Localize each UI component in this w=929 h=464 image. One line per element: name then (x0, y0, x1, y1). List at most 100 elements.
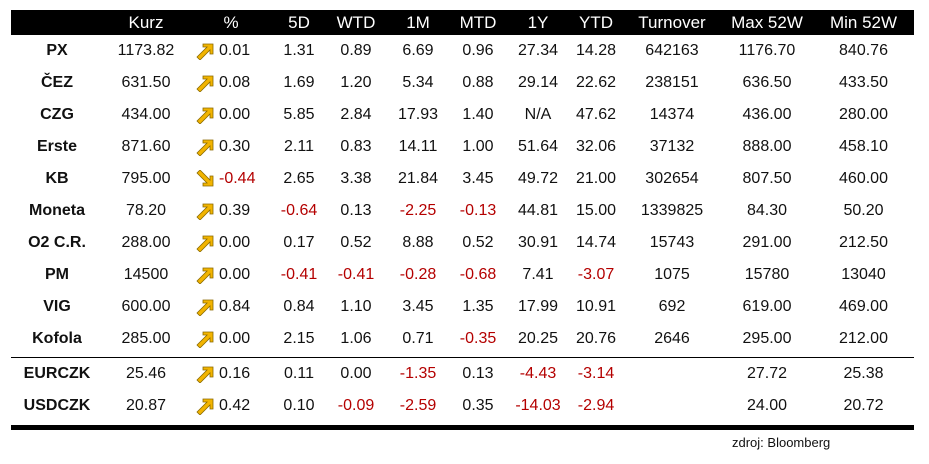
cell-y1: 44.81 (517, 202, 559, 219)
cell-pct: 0.00 (189, 330, 273, 348)
cell-y1: 17.99 (517, 298, 559, 315)
cell-d5: 1.31 (283, 42, 315, 59)
cell-pct: -0.44 (189, 170, 273, 188)
cell-wtd: 3.38 (340, 170, 372, 187)
cell-kurz: 1173.82 (117, 42, 175, 59)
stock-rows: PX 1173.82 0.01 1.31 0.89 6.69 0.96 27.34 14.28 6… (11, 35, 914, 355)
cell-turnover: 1075 (654, 266, 690, 283)
row-name: VIG (43, 298, 71, 315)
source-note: zdroj: Bloomberg (732, 435, 831, 450)
cell-d5: 0.84 (283, 298, 315, 315)
cell-max: 1176.70 (738, 42, 796, 59)
cell-m1: 17.93 (397, 106, 439, 123)
cell-mtd: 0.13 (462, 365, 494, 382)
pct-value: 0.00 (219, 234, 251, 251)
cell-d5: 1.69 (283, 74, 315, 91)
cell-m1: 8.88 (402, 234, 434, 251)
arrow-up-right-icon (195, 138, 215, 156)
row-name: PX (46, 42, 68, 59)
cell-min: 13040 (841, 266, 886, 283)
arrow-down-right-icon (195, 170, 215, 188)
cell-ytd: -2.94 (577, 397, 615, 414)
cell-wtd: -0.09 (337, 397, 375, 414)
arrow-up-right-icon (195, 74, 215, 92)
cell-max: 24.00 (746, 397, 788, 414)
cell-m1: -2.25 (399, 202, 437, 219)
cell-mtd: 0.35 (462, 397, 494, 414)
cell-kurz: 14500 (123, 266, 169, 283)
cell-pct: 0.08 (189, 74, 273, 92)
table-row: KB 795.00 -0.44 2.65 3.38 21.84 3.45 49.72 21.00… (11, 163, 914, 195)
header-kurz: Kurz (128, 12, 164, 32)
cell-kurz: 795.00 (121, 170, 171, 187)
row-name: CZG (40, 106, 74, 123)
header-ytd: YTD (579, 12, 613, 32)
fx-rows: EURCZK 25.46 0.16 0.11 0.00 -1.35 0.13 -4.43 -3.… (11, 358, 914, 422)
header-min-52w: Min 52W (829, 12, 898, 32)
cell-ytd: -3.07 (577, 266, 615, 283)
pct-value: 0.84 (219, 298, 251, 315)
cell-ytd: 22.62 (575, 74, 617, 91)
cell-wtd: 0.00 (340, 365, 372, 382)
cell-d5: 5.85 (283, 106, 315, 123)
cell-d5: 2.65 (283, 170, 315, 187)
table-header: Kurz % 5D WTD 1M MTD 1Y YTD Turnover Max… (11, 10, 914, 35)
cell-max: 15780 (744, 266, 790, 283)
cell-turnover: 238151 (645, 74, 699, 91)
cell-min: 433.50 (839, 74, 888, 91)
table-bottom-bar (11, 425, 914, 430)
cell-min: 212.00 (839, 330, 888, 347)
table-row: USDCZK 20.87 0.42 0.10 -0.09 -2.59 0.35 -14.03-… (11, 390, 914, 422)
cell-max: 295.00 (742, 330, 792, 347)
arrow-up-right-icon (195, 106, 215, 124)
row-name: ČEZ (41, 74, 73, 91)
cell-d5: -0.41 (280, 266, 318, 283)
cell-kurz: 20.87 (125, 397, 167, 414)
cell-mtd: 0.88 (462, 74, 494, 91)
cell-m1: 3.45 (402, 298, 434, 315)
table-row: CZG 434.00 0.00 5.85 2.84 17.93 1.40 N/A 47.62 14… (11, 99, 914, 131)
cell-y1: 49.72 (517, 170, 559, 187)
cell-y1: 51.64 (517, 138, 559, 155)
pct-value: 0.08 (219, 74, 251, 91)
cell-ytd: 10.91 (575, 298, 617, 315)
cell-pct: 0.42 (189, 397, 273, 415)
cell-ytd: 20.76 (575, 330, 617, 347)
cell-kurz: 434.00 (121, 106, 171, 123)
header-max-52w: Max 52W (731, 12, 803, 32)
cell-pct: 0.16 (189, 365, 273, 383)
row-name: USDCZK (23, 397, 91, 414)
header-1m: 1M (406, 12, 430, 32)
cell-pct: 0.30 (189, 138, 273, 156)
header-5d: 5D (288, 12, 310, 32)
table-row: ČEZ 631.50 0.08 1.69 1.20 5.34 0.88 29.14 22.62 2… (11, 67, 914, 99)
arrow-up-right-icon (195, 298, 215, 316)
arrow-up-right-icon (195, 365, 215, 383)
cell-kurz: 288.00 (121, 234, 171, 251)
cell-m1: 14.11 (398, 138, 438, 155)
cell-m1: -2.59 (399, 397, 437, 414)
header-1y: 1Y (527, 12, 549, 32)
cell-max: 636.50 (742, 74, 792, 91)
cell-ytd: 14.28 (575, 42, 617, 59)
cell-min: 460.00 (839, 170, 888, 187)
row-name: PM (45, 266, 69, 283)
cell-max: 807.50 (742, 170, 792, 187)
arrow-up-right-icon (195, 202, 215, 220)
cell-mtd: 1.35 (462, 298, 494, 315)
cell-turnover: 14374 (649, 106, 695, 123)
cell-kurz: 631.50 (121, 74, 171, 91)
cell-max: 888.00 (742, 138, 792, 155)
cell-pct: 0.39 (189, 202, 273, 220)
cell-y1: 30.91 (517, 234, 559, 251)
cell-y1: N/A (524, 106, 552, 123)
arrow-up-right-icon (195, 42, 215, 60)
cell-wtd: 2.84 (340, 106, 372, 123)
pct-value: 0.16 (219, 365, 251, 382)
cell-pct: 0.00 (189, 234, 273, 252)
cell-min: 25.38 (843, 365, 884, 382)
table-row: Moneta 78.20 0.39 -0.64 0.13 -2.25 -0.13 44.81 1… (11, 195, 914, 227)
cell-y1: 20.25 (517, 330, 559, 347)
pct-value: 0.39 (219, 202, 251, 219)
cell-wtd: 1.06 (340, 330, 372, 347)
